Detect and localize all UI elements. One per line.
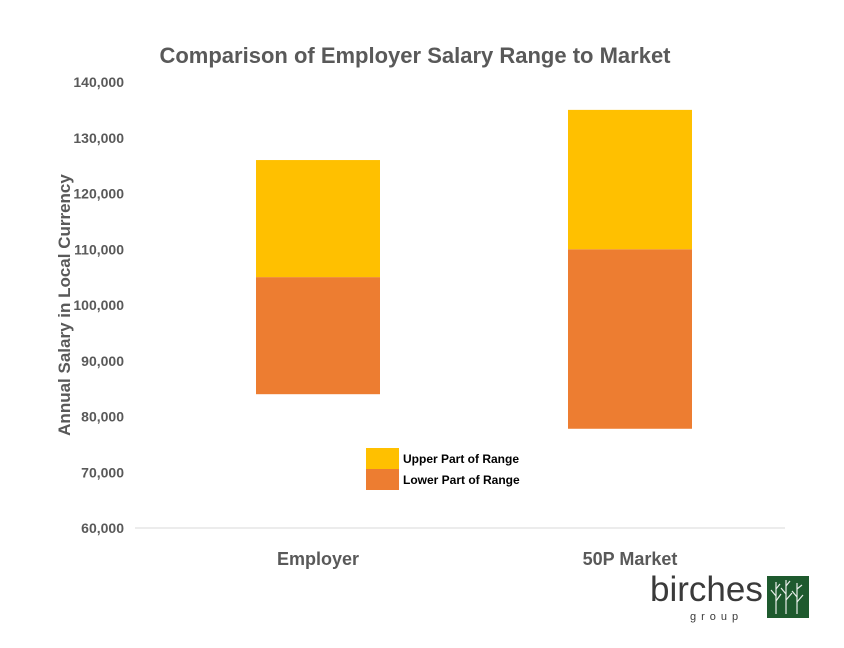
y-tick-label: 70,000 <box>81 464 124 480</box>
legend-swatch-upper <box>366 448 399 469</box>
x-category-label: 50P Market <box>583 549 678 569</box>
y-tick-label: 90,000 <box>81 353 124 369</box>
x-category-label: Employer <box>277 549 359 569</box>
y-tick-label: 110,000 <box>74 241 124 257</box>
bar-lower-50p-market <box>568 249 692 429</box>
y-tick-label: 120,000 <box>73 186 124 202</box>
bar-upper-50p-market <box>568 109 692 250</box>
y-tick-label: 100,000 <box>73 297 124 313</box>
bar-upper-employer <box>256 160 380 278</box>
legend-swatch-lower <box>366 469 399 490</box>
y-axis-label: Annual Salary in Local Currency <box>55 174 74 436</box>
logo-wordmark: birches <box>650 570 763 609</box>
bars <box>256 109 692 429</box>
legend-label-lower: Lower Part of Range <box>403 473 520 487</box>
y-tick-label: 60,000 <box>81 520 124 536</box>
y-tick-label: 80,000 <box>81 409 124 425</box>
chart-title: Comparison of Employer Salary Range to M… <box>159 43 671 68</box>
y-tick-label: 140,000 <box>73 74 124 90</box>
y-tick-label: 130,000 <box>73 130 124 146</box>
legend: Upper Part of Range Lower Part of Range <box>366 448 520 490</box>
brand-logo: birches group <box>650 570 809 623</box>
tree-logo-icon <box>767 576 809 618</box>
y-axis-ticks: 60,000 70,000 80,000 90,000 100,000 110,000 12… <box>73 74 124 536</box>
x-axis-categories: Employer 50P Market <box>277 549 677 569</box>
bar-lower-employer <box>256 277 380 395</box>
legend-label-upper: Upper Part of Range <box>403 452 519 466</box>
logo-subtitle: group <box>690 611 743 623</box>
